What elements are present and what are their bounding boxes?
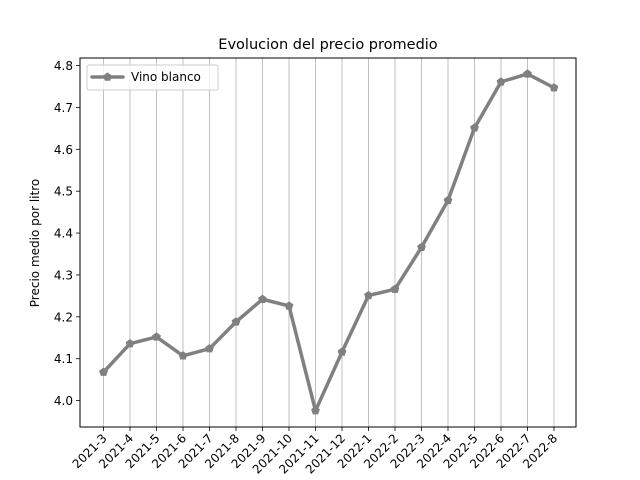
data-point [152, 332, 161, 341]
data-point [523, 69, 532, 78]
data-point [311, 406, 320, 415]
data-point [417, 242, 426, 252]
data-point [364, 290, 373, 300]
data-point [390, 284, 400, 293]
y-axis: 4.0 4.1 4.2 4.3 4.4 4.5 4.6 4.7 4.8 [54, 59, 80, 408]
data-point [337, 347, 347, 356]
data-point [284, 301, 294, 310]
plot-frame [79, 57, 577, 428]
y-tick-label: 4.8 [54, 59, 73, 73]
data-point [470, 123, 479, 132]
data-point [496, 77, 506, 86]
legend-box [86, 64, 219, 91]
series-layer [99, 69, 559, 415]
legend-marker-vino-blanco [103, 72, 112, 81]
y-tick-label: 4.6 [54, 143, 73, 157]
series-line-vino-blanco [101, 72, 556, 413]
y-axis-label: Precio medio por litro [28, 179, 42, 307]
y-tick-label: 4.4 [54, 227, 73, 241]
y-tick-label: 4.2 [54, 310, 73, 324]
data-point [178, 351, 188, 360]
data-point [125, 339, 135, 348]
data-point [231, 317, 241, 326]
legend: Vino blanco [86, 64, 219, 91]
grid-lines [103, 58, 555, 427]
y-tick-label: 4.3 [54, 268, 73, 282]
data-point [443, 195, 453, 205]
y-tick-label: 4.0 [54, 394, 73, 408]
data-point [99, 367, 108, 376]
chart-title: Evolucion del precio promedio [218, 37, 438, 53]
data-point [258, 294, 267, 303]
y-tick-label: 4.7 [54, 101, 73, 115]
data-point [205, 344, 214, 353]
data-point [549, 83, 559, 92]
y-tick-label: 4.1 [54, 352, 73, 366]
y-tick-label: 4.5 [54, 185, 73, 199]
legend-label-vino-blanco: Vino blanco [131, 70, 201, 84]
